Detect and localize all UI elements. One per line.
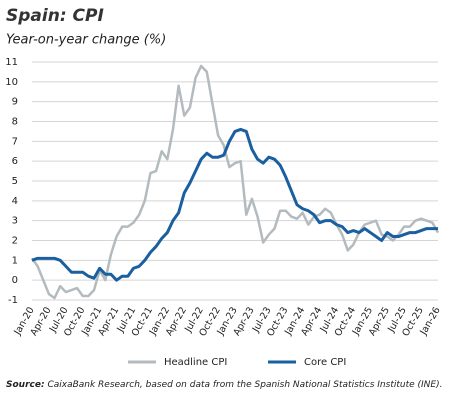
y-tick-label: -1 <box>8 295 18 306</box>
y-tick-label: 3 <box>12 216 18 227</box>
y-tick-label: 2 <box>12 236 18 247</box>
y-tick-label: 4 <box>12 196 18 207</box>
y-tick-label: 9 <box>12 97 18 108</box>
chart-title: Spain: CPI <box>6 6 104 26</box>
y-tick-label: 1 <box>12 255 18 266</box>
source-text: CaixaBank Research, based on data from t… <box>47 380 442 390</box>
y-tick-label: 11 <box>5 57 18 68</box>
source: Source: CaixaBank Research, based on dat… <box>6 380 442 390</box>
source-label: Source: <box>6 380 45 390</box>
y-tick-label: 0 <box>12 275 18 286</box>
series-line <box>30 64 440 300</box>
legend-label: Core CPI <box>304 357 346 368</box>
y-tick-label: 5 <box>12 176 18 187</box>
y-tick-label: 7 <box>12 136 18 147</box>
y-tick-label: 10 <box>5 77 18 88</box>
series-line <box>31 127 438 282</box>
legend-label: Headline CPI <box>164 357 227 368</box>
chart-subtitle: Year-on-year change (%) <box>6 33 166 48</box>
y-tick-label: 6 <box>12 156 18 167</box>
y-tick-label: 8 <box>12 117 18 128</box>
